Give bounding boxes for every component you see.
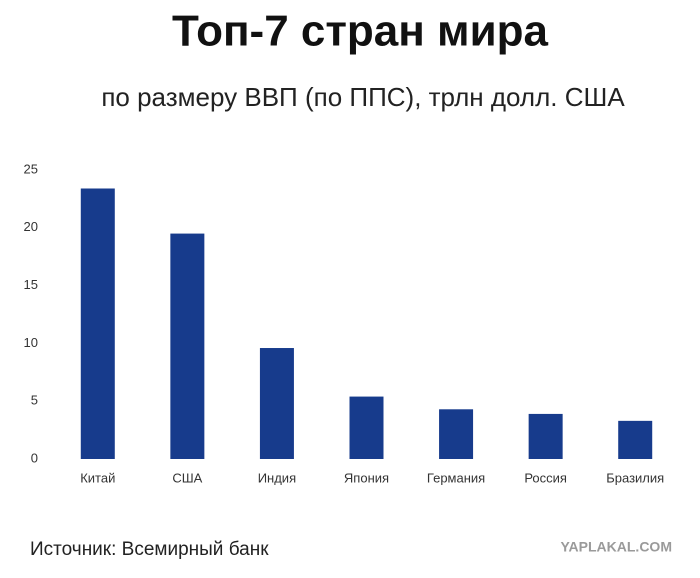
watermark: YAPLAKAL.COM	[561, 539, 673, 555]
y-tick-label: 0	[31, 450, 38, 465]
chart-title: Топ-7 стран мира	[172, 7, 549, 56]
x-tick-label: Германия	[427, 470, 485, 485]
x-tick-label: Индия	[258, 470, 296, 485]
y-tick-label: 15	[24, 277, 38, 292]
x-tick-label: Япония	[344, 470, 389, 485]
bar	[349, 396, 384, 459]
y-tick-label: 20	[24, 219, 38, 234]
y-tick-label: 10	[24, 335, 38, 350]
chart-subtitle: по размеру ВВП (по ППС), трлн долл. США	[101, 82, 625, 112]
x-tick-label: Бразилия	[606, 470, 664, 485]
x-tick-label: Китай	[80, 470, 115, 485]
bar	[618, 420, 653, 459]
bar	[439, 409, 474, 459]
y-tick-label: 25	[24, 161, 38, 176]
bar	[528, 413, 563, 459]
x-tick-label: США	[172, 470, 202, 485]
y-tick-label: 5	[31, 393, 38, 408]
x-tick-label: Россия	[524, 470, 567, 485]
bar	[259, 348, 294, 459]
bar	[80, 188, 115, 459]
source: Источник: Всемирный банк	[30, 539, 269, 560]
bar	[170, 233, 205, 459]
